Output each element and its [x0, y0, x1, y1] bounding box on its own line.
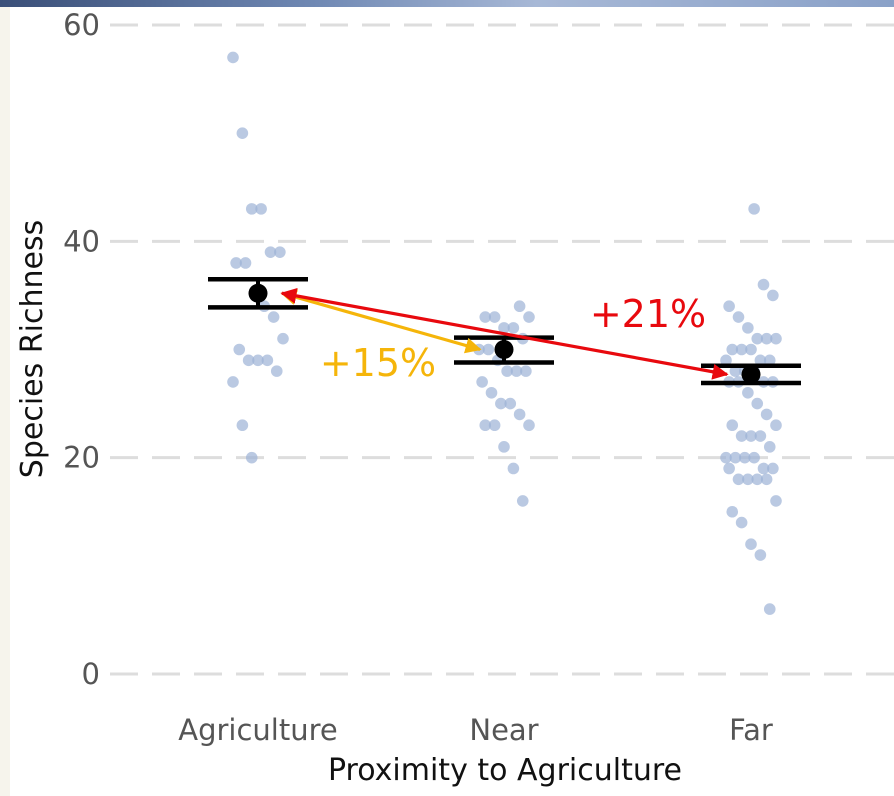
data-point — [270, 365, 283, 377]
data-point — [735, 343, 748, 356]
data-point — [227, 51, 239, 64]
data-point — [720, 451, 732, 464]
comparison-arrow — [280, 287, 729, 380]
data-point — [748, 203, 760, 215]
y-tick-label: 60 — [63, 8, 100, 42]
data-point — [732, 311, 745, 323]
data-point — [729, 451, 742, 464]
data-point — [735, 516, 748, 529]
data-point — [513, 408, 526, 421]
x-tick-label: Near — [469, 713, 538, 747]
data-point — [485, 386, 498, 399]
data-point — [726, 343, 739, 356]
data-point — [236, 419, 249, 432]
data-point — [239, 257, 252, 269]
y-axis-title: Species Richness — [15, 220, 50, 478]
data-point — [745, 538, 757, 550]
data-point — [726, 505, 739, 518]
data-point — [760, 408, 773, 421]
data-point — [723, 300, 735, 313]
data-point — [742, 473, 754, 486]
data-point — [264, 246, 277, 258]
data-point — [763, 354, 776, 367]
data-point — [732, 473, 745, 486]
data-point — [507, 322, 520, 334]
data-point — [770, 332, 782, 345]
data-point — [745, 343, 757, 356]
data-point — [261, 354, 274, 367]
data-point — [523, 419, 535, 432]
data-point — [723, 462, 735, 475]
data-point — [479, 419, 492, 432]
data-point — [482, 343, 495, 356]
mean-point — [248, 283, 268, 303]
data-point — [726, 419, 739, 432]
data-point — [504, 397, 517, 410]
data-point — [495, 397, 507, 410]
data-point — [745, 430, 757, 442]
data-point — [751, 397, 764, 410]
data-point — [742, 322, 754, 334]
data-point — [274, 246, 286, 258]
data-point — [255, 203, 267, 215]
data-point — [520, 365, 532, 377]
data-point — [729, 365, 742, 377]
data-point — [767, 462, 779, 475]
data-point — [245, 203, 258, 215]
data-point — [516, 495, 529, 507]
data-point — [760, 332, 773, 345]
percent-change-label: +15% — [320, 341, 436, 385]
data-point — [233, 343, 246, 356]
x-axis-title: Proximity to Agriculture — [328, 753, 682, 788]
data-point — [245, 451, 258, 464]
data-point — [754, 354, 767, 367]
data-point — [757, 462, 770, 475]
data-point — [767, 289, 779, 302]
data-point — [252, 354, 264, 367]
data-point — [735, 430, 748, 442]
data-point — [513, 300, 526, 313]
data-point — [742, 386, 754, 399]
data-point — [488, 311, 501, 323]
percent-change-label: +21% — [590, 292, 706, 336]
data-point — [488, 419, 501, 432]
mean-point — [741, 364, 761, 384]
data-point — [757, 278, 770, 291]
data-point — [242, 354, 255, 367]
data-point — [236, 127, 249, 139]
data-point — [748, 451, 760, 464]
data-point — [498, 441, 510, 453]
data-point — [770, 419, 782, 432]
y-tick-label: 20 — [63, 441, 100, 475]
background-strip — [0, 0, 10, 796]
data-point — [230, 257, 242, 269]
data-point — [763, 441, 776, 453]
data-point — [738, 451, 751, 464]
data-point — [763, 603, 776, 615]
mean-point — [494, 340, 514, 359]
data-point — [751, 473, 764, 486]
data-point — [751, 332, 764, 345]
x-tick-label: Agriculture — [178, 713, 338, 747]
data-point — [476, 376, 488, 388]
data-point — [770, 495, 782, 507]
data-point — [754, 430, 767, 442]
x-tick-label: Far — [729, 713, 773, 747]
y-tick-label: 0 — [82, 657, 100, 691]
data-point — [760, 473, 773, 486]
data-point — [267, 311, 280, 323]
data-point — [227, 376, 239, 388]
data-point — [523, 311, 535, 323]
data-point — [754, 549, 767, 561]
top-banner-strip — [0, 0, 894, 7]
y-tick-label: 40 — [63, 224, 100, 258]
data-point — [277, 332, 289, 345]
data-point — [507, 462, 520, 475]
